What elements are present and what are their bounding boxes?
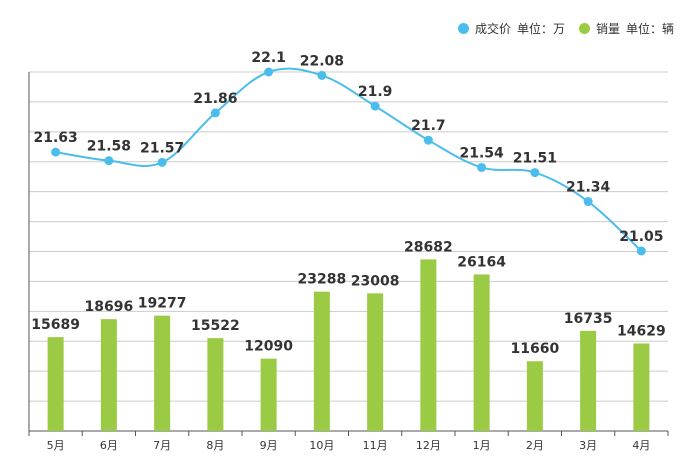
sales-data-label: 23288 [298, 272, 347, 288]
x-tick-label: 12月 [416, 439, 441, 452]
x-ticks: 5月 6月 7月 8月 9月 10月 11月 12月 1月 2月 3月 4月 [28, 431, 669, 452]
price-point[interactable] [210, 108, 220, 118]
legend-price-unit: 单位：万 [516, 22, 565, 36]
sales-bar[interactable] [367, 293, 384, 431]
sales-data-label: 28682 [404, 239, 453, 255]
price-point[interactable] [104, 156, 114, 166]
sales-bar[interactable] [47, 337, 64, 431]
sales-bar[interactable] [633, 343, 650, 431]
x-tick-label: 10月 [309, 439, 334, 452]
x-tick-label: 6月 [100, 439, 118, 452]
legend-item-sales[interactable]: 销量 单位：辆 [578, 20, 674, 37]
sales-data-label: 14629 [617, 323, 666, 339]
x-tick-label: 1月 [473, 439, 491, 452]
x-tick-label: 9月 [260, 439, 278, 452]
x-tick-label: 8月 [206, 439, 224, 452]
legend-item-price[interactable]: 成交价 单位：万 [457, 20, 565, 37]
x-tick-label: 5月 [47, 439, 65, 452]
price-point[interactable] [530, 168, 540, 178]
x-tick-label: 11月 [363, 439, 388, 452]
price-data-label: 21.58 [87, 139, 131, 155]
price-point[interactable] [423, 135, 433, 145]
sales-bar[interactable] [207, 338, 224, 431]
sales-data-label: 18696 [85, 299, 134, 315]
price-point[interactable] [370, 101, 380, 111]
sales-data-label: 16735 [564, 311, 613, 327]
sales-data-label: 15522 [191, 318, 240, 334]
gridlines [29, 71, 668, 432]
sales-bar[interactable] [420, 259, 437, 431]
price-data-label: 21.51 [513, 151, 557, 167]
price-data-label: 22.1 [251, 50, 286, 66]
sales-bar[interactable] [154, 315, 171, 431]
price-data-label: 21.34 [566, 180, 611, 196]
price-data-label: 21.86 [193, 91, 237, 107]
legend-sales-dot-icon [578, 23, 590, 34]
sales-data-label: 19277 [138, 296, 187, 312]
legend-sales-name: 销量 [595, 22, 620, 36]
legend-sales-unit: 单位：辆 [625, 22, 674, 36]
price-data-label: 21.57 [140, 140, 184, 156]
x-tick-label: 7月 [153, 439, 171, 452]
legend-price-name: 成交价 [474, 22, 511, 36]
sales-data-label: 15689 [31, 317, 80, 333]
price-point[interactable] [317, 70, 327, 80]
sales-data-label: 12090 [244, 339, 293, 355]
x-tick-label: 3月 [579, 439, 597, 452]
sales-data-label: 23008 [351, 273, 400, 289]
sales-bar[interactable] [526, 361, 543, 431]
sales-bar[interactable] [260, 358, 277, 431]
x-tick-label: 4月 [632, 439, 650, 452]
legend-price-dot-icon [457, 23, 469, 34]
price-point[interactable] [636, 246, 646, 256]
sales-bar[interactable] [580, 330, 597, 431]
x-tick-label: 2月 [526, 439, 544, 452]
sales-data-label: 11660 [511, 341, 560, 357]
sales-data-label: 26164 [457, 254, 506, 270]
price-point[interactable] [51, 147, 61, 157]
price-data-label: 21.9 [358, 84, 393, 100]
price-data-label: 21.54 [459, 145, 504, 161]
price-data-label: 21.63 [33, 130, 77, 146]
price-point[interactable] [583, 197, 593, 207]
price-data-label: 21.05 [619, 229, 663, 245]
price-point[interactable] [477, 162, 487, 172]
sales-bar[interactable] [473, 274, 490, 431]
price-data-label: 21.7 [411, 118, 446, 134]
sales-bar[interactable] [313, 291, 330, 431]
sales-bar[interactable] [100, 319, 117, 431]
price-point[interactable] [157, 157, 167, 167]
legend: 成交价 单位：万 销量 单位：辆 [444, 20, 674, 37]
price-series: 21.63 21.58 21.57 21.86 22.1 22.08 21.9 21.7 21.… [33, 50, 664, 256]
price-point[interactable] [264, 67, 274, 77]
price-data-label: 22.08 [300, 53, 344, 69]
